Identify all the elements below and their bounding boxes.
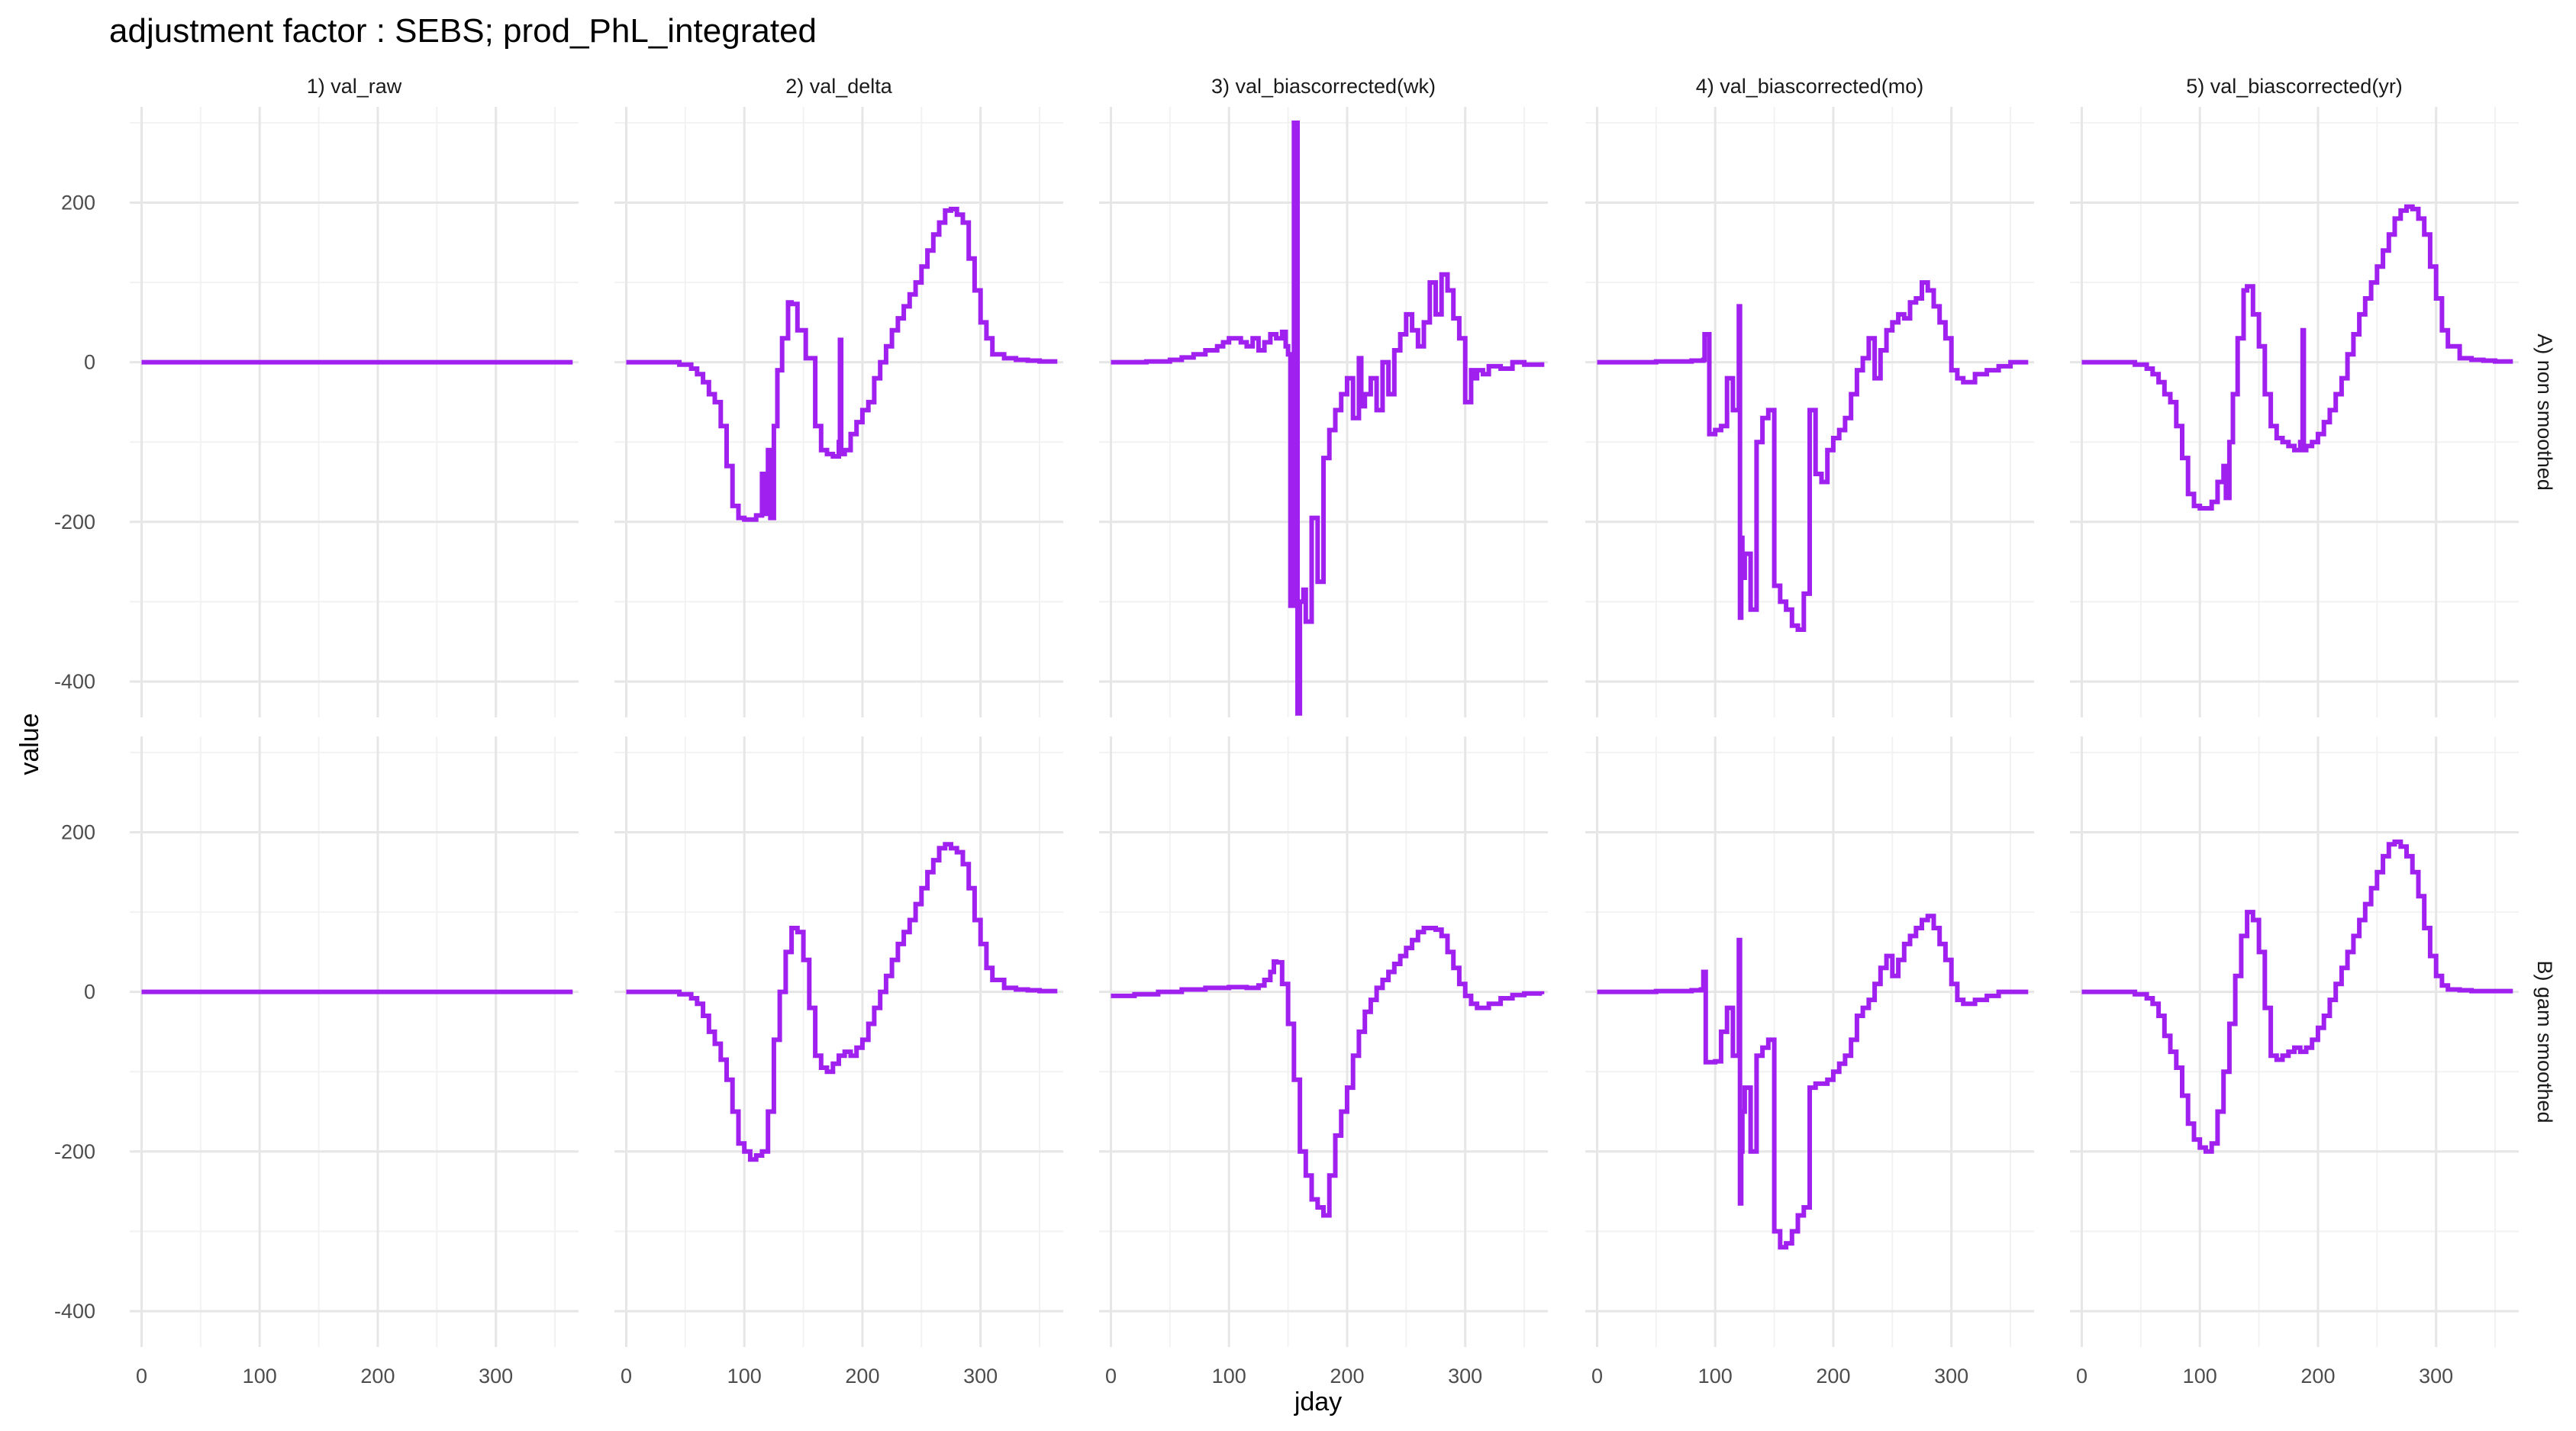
x-axis-label: jday <box>1294 1387 1342 1416</box>
facet-panel <box>2070 736 2519 1347</box>
x-tick-label: 300 <box>1934 1365 1968 1387</box>
facet-strip-label: 4) val_biascorrected(mo) <box>1696 75 1924 98</box>
x-tick-label: 300 <box>963 1365 998 1387</box>
series-line <box>626 206 1058 522</box>
facet-strip-label: 5) val_biascorrected(yr) <box>2186 75 2403 98</box>
x-tick-label: 300 <box>1448 1365 1482 1387</box>
y-tick-label: -200 <box>54 1140 95 1163</box>
facet-strip-label: 3) val_biascorrected(wk) <box>1211 75 1436 98</box>
series-line <box>2081 840 2513 1154</box>
x-tick-label: 0 <box>621 1365 632 1387</box>
facet-panel <box>1585 107 2034 717</box>
facet-row-label: A) non smoothed <box>2533 334 2556 491</box>
panel-grid: 1) val_raw 0 100 200 300 2) val_delta 0 100 200 3… <box>54 75 2556 1387</box>
y-axis-label: value <box>15 713 44 775</box>
facet-panel <box>1099 107 1548 717</box>
x-tick-label: 100 <box>1698 1365 1733 1387</box>
facet-panel <box>1585 736 2034 1347</box>
facet-strip-label: 2) val_delta <box>785 75 893 98</box>
x-tick-label: 0 <box>136 1365 147 1387</box>
series-line <box>2081 204 2513 511</box>
x-tick-label: 0 <box>1591 1365 1603 1387</box>
facet-panel <box>130 107 579 717</box>
x-tick-label: 100 <box>243 1365 277 1387</box>
x-tick-label: 0 <box>2076 1365 2088 1387</box>
y-tick-label: 200 <box>61 820 95 843</box>
series-line <box>1111 120 1545 716</box>
chart-title: adjustment factor : SEBS; prod_PhL_integ… <box>109 12 817 50</box>
series-line <box>1111 926 1545 1218</box>
x-tick-label: 0 <box>1105 1365 1117 1387</box>
x-tick-label: 300 <box>479 1365 513 1387</box>
series-line <box>626 842 1058 1162</box>
facet-strip-label: 1) val_raw <box>307 75 402 98</box>
x-tick-label: 100 <box>2183 1365 2217 1387</box>
y-tick-label: 200 <box>61 191 95 214</box>
facet-panel <box>130 736 579 1347</box>
y-tick-label: 0 <box>84 981 95 1004</box>
y-tick-label: -400 <box>54 1300 95 1323</box>
facet-row-label: B) gam smoothed <box>2533 960 2556 1123</box>
facet-panel <box>614 107 1063 717</box>
series-line <box>1597 280 2029 632</box>
y-tick-label: 0 <box>84 351 95 374</box>
x-tick-label: 200 <box>360 1365 395 1387</box>
x-tick-label: 200 <box>845 1365 879 1387</box>
facet-panel <box>614 736 1063 1347</box>
x-tick-label: 100 <box>727 1365 762 1387</box>
facet-panel <box>2070 107 2519 717</box>
x-tick-label: 300 <box>2419 1365 2453 1387</box>
x-tick-label: 200 <box>1330 1365 1364 1387</box>
x-tick-label: 200 <box>1816 1365 1850 1387</box>
y-tick-label: -200 <box>54 511 95 533</box>
y-tick-label: -400 <box>54 670 95 693</box>
x-tick-label: 100 <box>1212 1365 1246 1387</box>
series-line <box>1597 914 2029 1250</box>
x-tick-label: 200 <box>2300 1365 2335 1387</box>
facet-panel <box>1099 736 1548 1347</box>
